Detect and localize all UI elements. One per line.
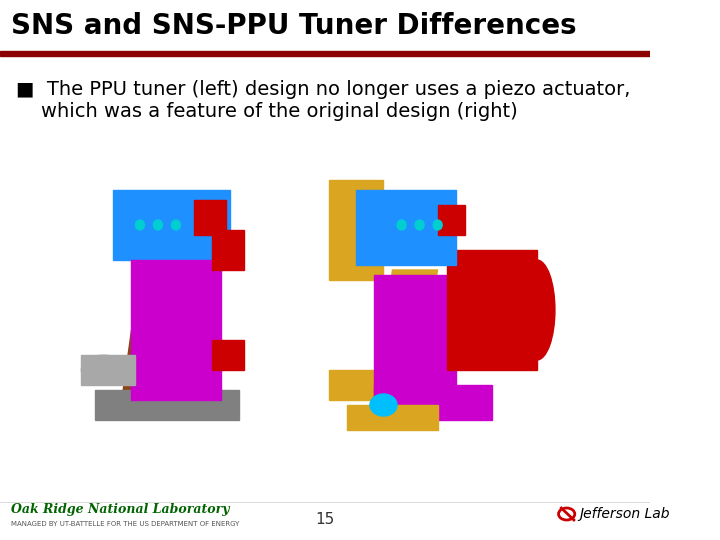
Ellipse shape bbox=[519, 260, 555, 360]
Bar bbox=[81, 355, 135, 385]
Bar bbox=[0, 51, 649, 56]
Ellipse shape bbox=[370, 394, 397, 416]
Bar bbox=[347, 405, 438, 430]
Bar bbox=[374, 385, 492, 420]
Text: Jefferson Lab: Jefferson Lab bbox=[580, 507, 670, 521]
Bar bbox=[438, 205, 464, 235]
Text: ■  The PPU tuner (left) design no longer uses a piezo actuator,: ■ The PPU tuner (left) design no longer … bbox=[17, 80, 631, 99]
Bar bbox=[329, 370, 384, 400]
Text: 15: 15 bbox=[315, 512, 335, 528]
Circle shape bbox=[171, 220, 181, 230]
Bar bbox=[131, 260, 221, 400]
Text: which was a feature of the original design (right): which was a feature of the original desi… bbox=[17, 102, 518, 121]
Circle shape bbox=[433, 220, 442, 230]
Circle shape bbox=[397, 220, 406, 230]
Circle shape bbox=[153, 220, 163, 230]
Bar bbox=[212, 340, 243, 370]
FancyBboxPatch shape bbox=[356, 190, 456, 265]
Polygon shape bbox=[122, 270, 194, 400]
Bar bbox=[374, 275, 456, 400]
Polygon shape bbox=[374, 270, 438, 400]
Bar bbox=[212, 230, 243, 270]
Bar bbox=[329, 180, 384, 280]
Bar bbox=[446, 250, 537, 370]
Bar bbox=[0, 0, 649, 52]
Circle shape bbox=[135, 220, 145, 230]
FancyBboxPatch shape bbox=[113, 190, 230, 260]
Text: MANAGED BY UT-BATTELLE FOR THE US DEPARTMENT OF ENERGY: MANAGED BY UT-BATTELLE FOR THE US DEPART… bbox=[11, 521, 239, 527]
Circle shape bbox=[415, 220, 424, 230]
Text: SNS and SNS-PPU Tuner Differences: SNS and SNS-PPU Tuner Differences bbox=[11, 12, 577, 40]
Bar bbox=[95, 390, 239, 420]
Text: Oak Ridge National Laboratory: Oak Ridge National Laboratory bbox=[11, 503, 230, 516]
Ellipse shape bbox=[81, 355, 126, 385]
Bar bbox=[194, 200, 225, 235]
